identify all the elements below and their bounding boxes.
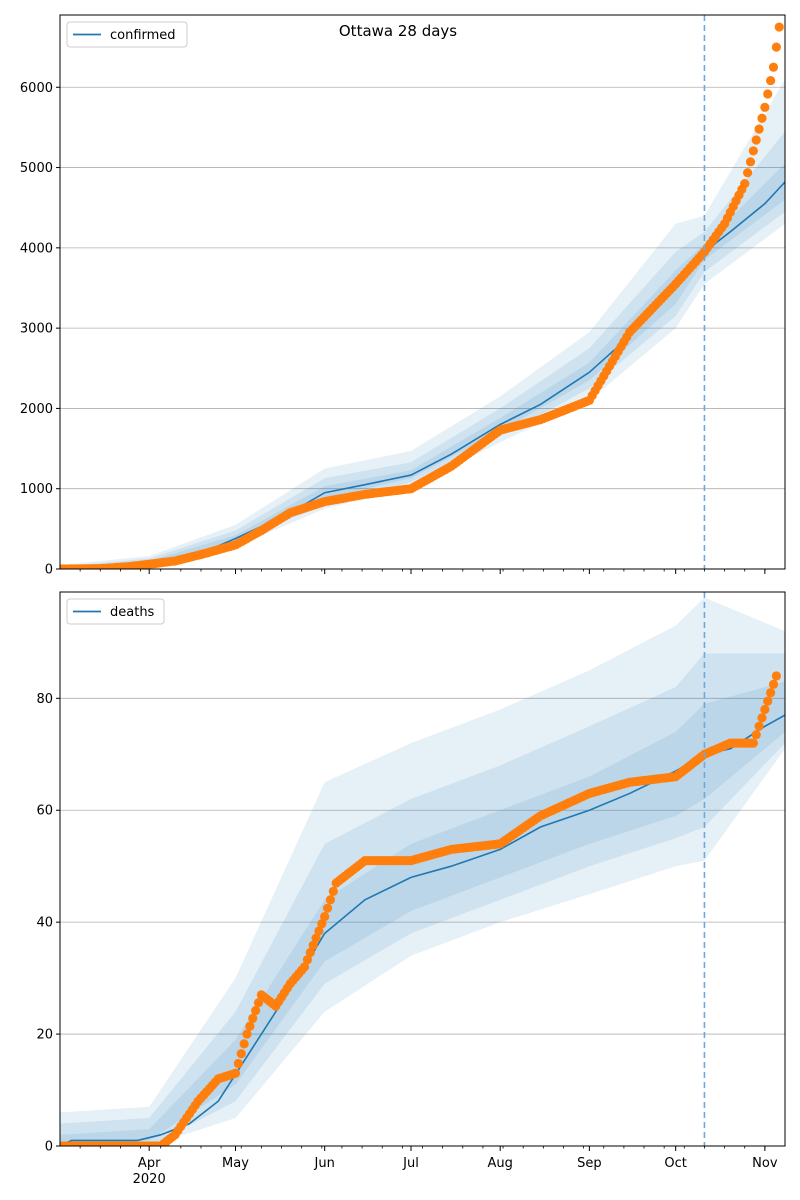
data-point <box>751 730 761 740</box>
data-point <box>251 1005 261 1016</box>
x-tick-label: Oct <box>664 1156 686 1171</box>
uncertainty-band-2 <box>60 653 785 1146</box>
figure-title: Ottawa 28 days <box>339 22 457 40</box>
plot-area <box>60 597 785 1146</box>
data-point <box>317 919 327 929</box>
y-tick-label: 6000 <box>20 81 53 96</box>
data-point <box>236 1049 246 1059</box>
data-point <box>763 696 773 706</box>
data-point <box>740 179 750 189</box>
data-point <box>766 688 776 698</box>
data-point <box>748 146 758 156</box>
data-point <box>239 1039 249 1049</box>
data-point <box>751 135 761 145</box>
data-point <box>299 962 310 972</box>
data-point <box>754 721 764 731</box>
legend-box <box>66 21 188 48</box>
x-tick-label: Aug <box>487 1156 512 1171</box>
x-tick-label: Sep <box>577 1156 602 1171</box>
data-point <box>311 933 321 943</box>
x-tick-label: Jun <box>314 1156 335 1171</box>
y-tick-label: 0 <box>45 1140 53 1155</box>
data-point <box>242 1029 252 1039</box>
legend-label: confirmed <box>110 28 176 43</box>
data-point <box>774 22 784 32</box>
y-tick-label: 3000 <box>20 322 53 337</box>
x-tick-label: Apr <box>138 1156 161 1171</box>
data-point <box>763 89 773 99</box>
data-point <box>248 1013 258 1024</box>
data-point <box>766 75 776 86</box>
data-point <box>760 704 770 715</box>
data-point <box>253 998 264 1008</box>
y-tick-label: 4000 <box>20 241 53 256</box>
data-point <box>742 168 753 178</box>
data-point <box>771 671 781 681</box>
x-tick-sublabel: 2020 <box>133 1172 166 1187</box>
data-point <box>245 1021 255 1031</box>
data-point <box>233 1058 243 1069</box>
panel-1: 0 1000 2000 3000 4000 5000 6000 confirmed <box>20 14 786 578</box>
y-tick-label: 60 <box>36 804 53 819</box>
x-tick-label: Nov <box>752 1156 778 1171</box>
data-point <box>322 903 333 913</box>
y-tick-label: 20 <box>36 1028 53 1043</box>
data-point <box>768 62 779 72</box>
uncertainty-band-1 <box>60 597 785 1146</box>
y-tick-label: 5000 <box>20 161 53 176</box>
data-point <box>308 940 318 950</box>
data-point <box>302 955 313 965</box>
data-point <box>745 157 756 167</box>
data-point <box>748 738 758 748</box>
data-point <box>325 895 336 905</box>
plot-area <box>60 22 785 569</box>
uncertainty-band-1 <box>60 79 785 569</box>
data-point <box>305 947 315 958</box>
y-tick-label: 1000 <box>20 482 53 497</box>
uncertainty-band-2 <box>60 131 785 569</box>
x-tick-label: Jul <box>402 1156 419 1171</box>
uncertainty-band-3 <box>60 681 785 1146</box>
data-point <box>328 886 338 896</box>
y-tick-label: 2000 <box>20 402 53 417</box>
y-tick-label: 40 <box>36 916 53 931</box>
y-tick-label: 80 <box>36 692 53 707</box>
data-point <box>757 713 767 723</box>
data-point <box>754 124 764 134</box>
data-point <box>757 113 767 123</box>
data-point <box>320 911 330 922</box>
legend-box <box>66 598 165 625</box>
data-point <box>230 1068 241 1078</box>
data-point <box>760 102 770 112</box>
y-tick-label: 0 <box>45 563 53 578</box>
data-point <box>314 926 324 936</box>
legend-label: deaths <box>110 605 155 620</box>
x-tick-label: May <box>222 1156 249 1171</box>
data-point <box>771 42 781 52</box>
data-point <box>768 679 779 689</box>
